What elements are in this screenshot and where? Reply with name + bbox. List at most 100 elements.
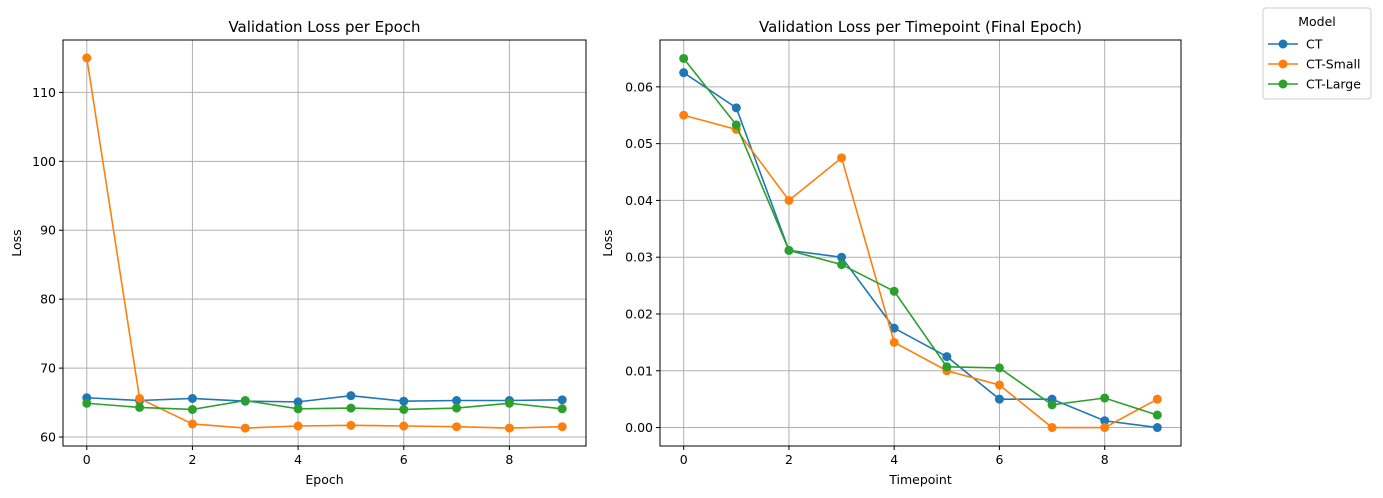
legend-label-ct: CT (1306, 37, 1323, 52)
data-point-ct-large (452, 403, 462, 413)
chart-timepoint-loss: 0 2 4 6 8 0.00 0.01 0.02 0.03 0.04 0.05 0.06 Validat… (600, 18, 1182, 487)
x-tick-label: 0 (680, 452, 688, 467)
data-point-ct-large (1152, 410, 1162, 420)
y-axis-label-timepoint: Loss (600, 229, 615, 256)
data-point-ct-large (504, 398, 514, 408)
data-point-ct-small (135, 393, 145, 403)
data-point-ct-large (837, 260, 847, 270)
data-point-ct-small (1152, 394, 1162, 404)
data-point-ct (731, 103, 741, 113)
y-tick-label: 110 (32, 85, 56, 100)
y-axis-label-epoch: Loss (9, 229, 24, 256)
y-tick-label: 0.03 (625, 250, 653, 265)
data-point-ct-small (1100, 423, 1110, 433)
data-point-ct-small (346, 420, 356, 430)
x-tick-label: 2 (785, 452, 793, 467)
data-point-ct-large (557, 404, 567, 414)
x-tick-label: 6 (400, 452, 408, 467)
legend-marker (1278, 79, 1288, 89)
data-point-ct (889, 323, 899, 333)
data-point-ct-large (942, 362, 952, 372)
data-point-ct-large (994, 363, 1004, 373)
legend-marker (1278, 39, 1288, 49)
series-line-ct-small (85, 57, 563, 429)
data-point-ct-small (187, 419, 197, 429)
data-point-ct-large (135, 402, 145, 412)
data-point-ct (346, 391, 356, 401)
data-point-ct (399, 396, 409, 406)
data-point-ct-large (399, 404, 409, 414)
x-tick-label: 4 (890, 452, 898, 467)
legend-label-ct-large: CT-Large (1306, 77, 1361, 92)
data-point-ct-large (889, 286, 899, 296)
data-point-ct (1100, 416, 1110, 426)
series-line-ct (683, 71, 1158, 429)
legend-frame (1262, 7, 1372, 100)
y-tick-label: 80 (40, 292, 56, 307)
data-point-ct (293, 397, 303, 407)
data-point-ct-large (240, 396, 250, 406)
x-axis-label-epoch: Epoch (305, 472, 343, 487)
data-point-ct-small (452, 422, 462, 432)
data-point-ct-small (1047, 423, 1057, 433)
legend-title: Model (1298, 14, 1336, 29)
y-tick-label: 0.05 (625, 136, 653, 151)
y-tick-label: 90 (40, 223, 56, 238)
y-tick-label: 100 (32, 154, 56, 169)
data-point-ct (557, 395, 567, 405)
y-tick-label: 0.00 (625, 420, 653, 435)
chart-epoch-loss: 0 2 4 6 8 60 70 80 90 100 110 Validation Loss per E… (9, 18, 587, 487)
data-point-ct-large (1100, 393, 1110, 403)
data-point-ct (994, 394, 1004, 404)
y-tick-label: 60 (40, 430, 56, 445)
data-point-ct-small (293, 421, 303, 431)
data-point-ct-small (679, 110, 689, 120)
series-line-ct-large (86, 399, 563, 411)
legend-entry-ct: CT (1268, 37, 1323, 52)
data-point-ct-large (679, 53, 689, 63)
x-axis-label-timepoint: Timepoint (888, 472, 952, 487)
data-point-ct-small (399, 421, 409, 431)
series-line-ct-small (683, 114, 1158, 429)
chart-title-epoch: Validation Loss per Epoch (228, 18, 420, 36)
y-tick-label: 0.01 (625, 363, 653, 378)
data-point-ct-large (187, 404, 197, 414)
legend: Model CT CT-Small CT-Large (1262, 7, 1372, 100)
y-tick-label: 0.02 (625, 306, 653, 321)
x-tick-label: 8 (1101, 452, 1109, 467)
data-point-ct-small (82, 53, 92, 63)
data-point-ct (452, 396, 462, 406)
y-tick-label: 70 (40, 361, 56, 376)
data-point-ct (837, 252, 847, 262)
data-point-ct (187, 393, 197, 403)
x-tick-label: 0 (83, 452, 91, 467)
legend-marker (1278, 59, 1288, 69)
data-point-ct (679, 68, 689, 78)
data-point-ct-large (1047, 400, 1057, 410)
legend-entry-ct-small: CT-Small (1268, 57, 1360, 72)
chart-title-timepoint: Validation Loss per Timepoint (Final Epo… (759, 18, 1082, 36)
data-point-ct-small (504, 423, 514, 433)
plot-frame (62, 39, 587, 447)
x-tick-label: 8 (505, 452, 513, 467)
legend-label-ct-small: CT-Small (1306, 57, 1360, 72)
data-point-ct-small (240, 423, 250, 433)
data-point-ct-small (837, 153, 847, 163)
data-point-ct (1152, 423, 1162, 433)
data-point-ct-small (557, 422, 567, 432)
data-point-ct-large (731, 120, 741, 130)
x-tick-label: 2 (188, 452, 196, 467)
data-point-ct-large (82, 398, 92, 408)
data-point-ct-large (784, 245, 794, 255)
data-point-ct-large (346, 403, 356, 413)
data-point-ct-large (293, 404, 303, 414)
x-tick-label: 4 (294, 452, 302, 467)
y-tick-label: 0.04 (625, 193, 653, 208)
y-tick-label: 0.06 (625, 79, 653, 94)
data-point-ct-small (784, 195, 794, 205)
series-line-ct-large (683, 57, 1158, 416)
data-point-ct (942, 352, 952, 362)
legend-entry-ct-large: CT-Large (1268, 77, 1361, 92)
plot-frame (659, 39, 1182, 447)
